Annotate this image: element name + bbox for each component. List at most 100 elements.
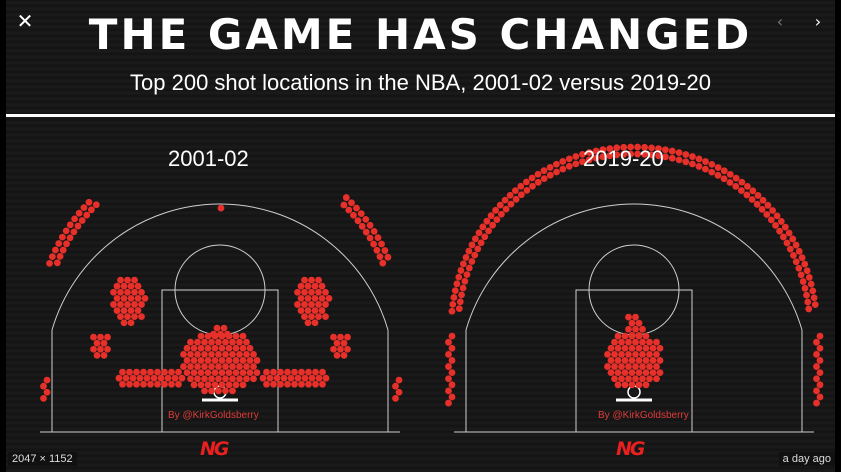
- right-shot-marker: [468, 241, 476, 249]
- right-shot-marker: [816, 357, 824, 364]
- right-shot-marker: [803, 291, 810, 299]
- image-dimensions: 2047 × 1152: [8, 452, 77, 466]
- right-shot-marker: [627, 150, 635, 158]
- right-shot-marker: [632, 350, 639, 358]
- right-shot-marker: [813, 350, 820, 358]
- left-shot-marker: [222, 387, 229, 395]
- left-shot-marker: [201, 387, 208, 395]
- right-shot-marker: [737, 187, 745, 194]
- right-shot-marker: [792, 241, 800, 249]
- left-shot-marker: [277, 368, 284, 376]
- left-shot-marker: [263, 380, 270, 388]
- right-shot-marker: [639, 375, 646, 383]
- right-shot-marker: [777, 218, 785, 225]
- left-shot-marker: [97, 333, 104, 341]
- left-shot-marker: [124, 301, 131, 308]
- close-icon[interactable]: ✕: [16, 9, 34, 33]
- right-shot-marker: [618, 363, 625, 370]
- right-shot-marker: [461, 277, 469, 285]
- left-shot-marker: [392, 394, 399, 402]
- left-shot-marker: [308, 374, 316, 382]
- left-shot-marker: [197, 357, 205, 364]
- right-shot-marker: [662, 153, 669, 161]
- right-shot-marker: [611, 338, 618, 346]
- right-shot-marker: [540, 167, 548, 175]
- left-shot-marker: [222, 350, 229, 358]
- left-shot-marker: [250, 363, 257, 370]
- right-shot-marker: [614, 369, 622, 377]
- left-shot-marker: [122, 374, 130, 382]
- right-shot-marker: [493, 216, 501, 224]
- left-shot-marker: [120, 294, 128, 302]
- left-shot-marker: [53, 259, 61, 267]
- left-shot-marker: [270, 368, 277, 376]
- left-shot-marker: [78, 217, 86, 224]
- left-shot-marker: [301, 374, 309, 382]
- right-shot-marker: [642, 357, 650, 364]
- left-shot-marker: [236, 338, 243, 346]
- right-shot-marker: [458, 291, 465, 299]
- left-shot-marker: [340, 351, 348, 359]
- left-shot-marker: [232, 344, 240, 352]
- right-shot-marker: [604, 350, 611, 358]
- left-shot-marker: [259, 374, 267, 382]
- right-shot-marker: [805, 305, 813, 313]
- right-shot-marker: [553, 168, 560, 176]
- left-shot-marker: [358, 222, 366, 230]
- right-shot-marker: [634, 143, 642, 151]
- right-shot-marker: [621, 369, 629, 377]
- left-shot-marker: [126, 368, 133, 376]
- left-shot-marker: [301, 288, 308, 296]
- right-shot-marker: [648, 151, 655, 159]
- right-shot-marker: [759, 196, 767, 204]
- left-shot-marker: [239, 344, 247, 352]
- right-shot-marker: [649, 369, 657, 377]
- left-shot-marker: [141, 294, 149, 302]
- right-shot-marker: [479, 223, 487, 231]
- right-shot-marker: [523, 186, 531, 194]
- left-shot-marker: [239, 381, 247, 389]
- right-shot-marker: [720, 167, 728, 175]
- right-shot-marker: [635, 369, 643, 377]
- right-shot-marker: [783, 239, 791, 247]
- right-shot-marker: [628, 381, 636, 389]
- right-shot-marker: [628, 357, 636, 364]
- right-shot-marker: [471, 235, 479, 243]
- right-shot-marker: [801, 260, 809, 268]
- left-shot-marker: [136, 374, 144, 382]
- right-shot-marker: [468, 258, 476, 265]
- right-shot-marker: [675, 149, 683, 157]
- left-shot-marker: [239, 332, 247, 340]
- right-shot-marker: [732, 183, 740, 190]
- chevron-right-icon[interactable]: ›: [814, 11, 822, 31]
- right-shot-marker: [798, 254, 806, 262]
- right-shot-marker: [625, 338, 632, 346]
- right-shot-marker: [565, 162, 573, 170]
- right-shot-marker: [463, 271, 471, 278]
- left-shot-marker: [315, 276, 322, 284]
- left-shot-marker: [208, 338, 215, 346]
- right-shot-marker: [621, 332, 629, 340]
- left-shot-marker: [58, 233, 66, 241]
- left-shot-marker: [183, 357, 191, 364]
- right-shot-marker: [641, 150, 649, 158]
- chevron-left-icon[interactable]: ‹: [776, 11, 784, 31]
- left-shot-marker: [297, 307, 305, 314]
- left-shot-marker: [180, 363, 187, 370]
- left-shot-marker: [187, 363, 194, 370]
- left-shot-marker: [232, 357, 240, 364]
- left-shot-marker: [183, 344, 191, 352]
- left-shot-marker: [119, 380, 126, 388]
- left-shot-marker: [315, 288, 322, 296]
- right-shot-marker: [642, 344, 650, 352]
- left-shot-marker: [115, 374, 123, 382]
- left-shot-marker: [154, 368, 161, 376]
- right-shot-marker: [795, 247, 803, 255]
- left-shot-marker: [92, 201, 100, 209]
- right-shot-marker: [497, 210, 505, 218]
- left-shot-marker: [277, 380, 284, 388]
- right-shot-marker: [614, 344, 622, 352]
- right-shot-marker: [599, 146, 607, 154]
- left-shot-marker: [143, 374, 151, 382]
- left-shot-marker: [325, 294, 333, 302]
